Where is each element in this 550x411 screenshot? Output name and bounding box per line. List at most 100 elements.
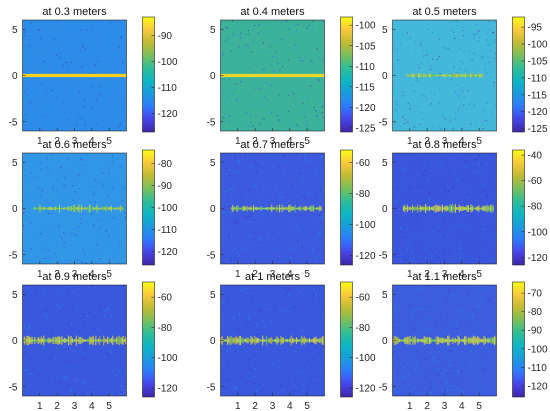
noise-speck — [260, 163, 263, 165]
signal-streak — [240, 208, 242, 209]
noise-speck — [395, 292, 397, 295]
noise-speck — [418, 232, 420, 234]
signal-streak — [458, 204, 460, 213]
noise-speck — [77, 242, 79, 244]
noise-speck — [320, 313, 323, 315]
noise-speck — [121, 200, 123, 202]
noise-speck — [224, 218, 226, 221]
noise-speck — [82, 393, 85, 396]
noise-speck — [118, 58, 120, 61]
signal-streak — [490, 204, 492, 213]
signal-streak — [82, 207, 84, 210]
noise-speck — [485, 392, 488, 394]
signal-streak — [29, 336, 31, 345]
noise-speck — [287, 371, 289, 373]
signal-streak — [434, 74, 437, 77]
noise-speck — [432, 31, 434, 34]
noise-speck — [84, 253, 86, 256]
noise-speck — [469, 350, 471, 352]
noise-speck — [289, 305, 291, 307]
noise-speck — [116, 260, 119, 262]
noise-speck — [49, 174, 51, 177]
noise-speck — [246, 247, 248, 249]
noise-speck — [68, 65, 70, 67]
noise-speck — [442, 372, 444, 374]
noise-speck — [73, 224, 75, 226]
signal-streak — [482, 206, 484, 211]
noise-speck — [115, 110, 117, 112]
noise-speck — [125, 285, 127, 287]
signal-streak — [44, 207, 46, 210]
signal-streak — [407, 74, 409, 77]
signal-streak — [97, 338, 99, 343]
noise-speck — [105, 55, 107, 57]
noise-speck — [95, 99, 97, 101]
noise-speck — [407, 121, 409, 124]
noise-speck — [41, 334, 44, 336]
noise-speck — [461, 172, 463, 174]
noise-speck — [289, 173, 291, 175]
noise-speck — [470, 123, 472, 125]
noise-speck — [476, 388, 478, 390]
noise-speck — [481, 56, 484, 58]
noise-speck — [99, 93, 101, 96]
noise-speck — [425, 177, 427, 179]
noise-speck — [95, 247, 97, 249]
noise-speck — [489, 50, 492, 52]
noise-speck — [306, 366, 309, 368]
noise-speck — [56, 394, 58, 396]
signal-streak — [280, 335, 282, 346]
noise-speck — [488, 286, 490, 288]
noise-speck — [463, 50, 465, 52]
noise-speck — [312, 91, 314, 93]
noise-speck — [476, 312, 478, 314]
noise-speck — [248, 197, 250, 199]
signal-streak — [303, 206, 305, 211]
signal-streak — [478, 337, 480, 344]
noise-speck — [228, 37, 230, 39]
noise-speck — [31, 123, 33, 125]
noise-speck — [400, 260, 402, 262]
noise-speck — [444, 47, 446, 49]
noise-speck — [320, 210, 322, 212]
noise-speck — [322, 191, 325, 193]
noise-speck — [46, 109, 49, 111]
noise-speck — [469, 366, 471, 368]
noise-speck — [418, 256, 420, 258]
signal-streak — [461, 338, 463, 343]
noise-speck — [256, 333, 258, 336]
heatmap-noise — [22, 285, 127, 396]
noise-speck — [235, 387, 237, 389]
noise-speck — [266, 79, 268, 81]
noise-speck — [426, 54, 428, 56]
noise-speck — [222, 292, 225, 294]
noise-speck — [64, 344, 66, 346]
signal-streak — [416, 74, 418, 77]
signal-streak — [94, 207, 96, 210]
noise-speck — [108, 186, 110, 188]
noise-speck — [445, 127, 447, 129]
noise-speck — [438, 102, 440, 104]
noise-speck — [392, 93, 394, 95]
noise-speck — [470, 163, 472, 165]
signal-streak — [401, 339, 403, 342]
noise-speck — [244, 171, 246, 173]
noise-speck — [66, 328, 68, 331]
noise-speck — [43, 60, 45, 63]
colorbar-tick-label: -120 — [158, 109, 178, 120]
signal-band — [220, 73, 325, 78]
noise-speck — [405, 189, 407, 191]
noise-speck — [70, 389, 73, 392]
noise-speck — [490, 41, 492, 43]
signal-streak — [40, 206, 42, 211]
signal-streak — [301, 207, 303, 210]
noise-speck — [55, 236, 57, 239]
noise-speck — [312, 250, 314, 252]
signal-streak — [458, 337, 460, 344]
signal-streak — [399, 338, 401, 343]
noise-speck — [310, 202, 313, 204]
noise-speck — [479, 56, 482, 58]
noise-speck — [293, 249, 295, 251]
noise-speck — [282, 330, 284, 332]
